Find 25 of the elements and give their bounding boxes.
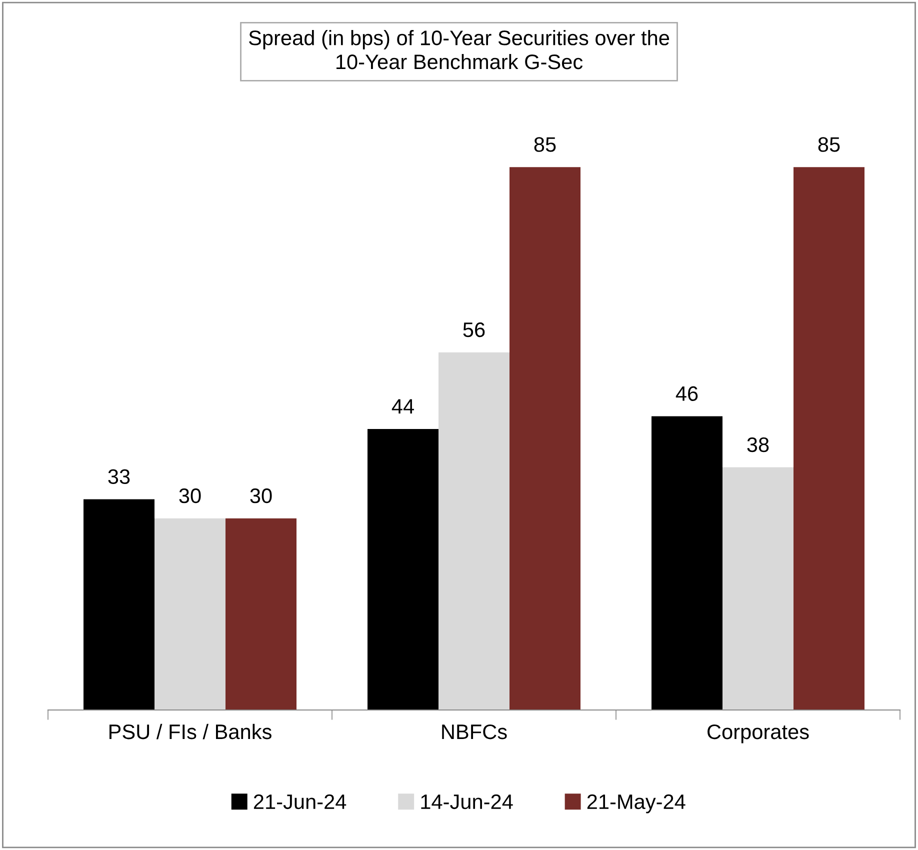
legend-label: 21-Jun-24 [254, 794, 346, 810]
bar [438, 352, 510, 710]
data-label: 38 [747, 437, 769, 452]
bar [794, 167, 864, 710]
bar [154, 518, 226, 710]
x-tick-label: Corporates [708, 724, 809, 744]
data-label: 46 [676, 386, 698, 401]
bar [652, 416, 722, 710]
bar [368, 428, 438, 710]
legend-label: 21-May-24 [587, 794, 686, 814]
bar [84, 499, 154, 710]
data-label: 30 [179, 488, 201, 504]
bar [722, 467, 794, 710]
data-label: 30 [250, 488, 272, 504]
bar [510, 167, 580, 710]
x-tick-label: NBFCs [442, 724, 507, 740]
bar [226, 518, 296, 710]
data-label: 85 [818, 137, 840, 152]
data-label: 56 [463, 322, 485, 338]
chart-title: Spread (in bps) of 10-Year Securities over the 10-Year Benchmark G-Sec [249, 30, 670, 70]
legend-label: 14-Jun-24 [421, 794, 513, 810]
x-tick-label: PSU / FIs / Banks [110, 724, 272, 740]
data-label: 85 [534, 137, 556, 152]
data-label: 44 [392, 399, 414, 414]
data-label: 33 [108, 469, 130, 484]
